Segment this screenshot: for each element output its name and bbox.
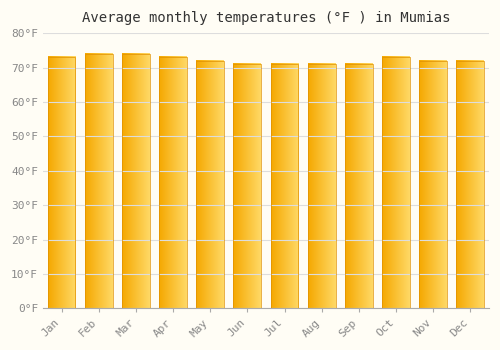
Bar [48,57,76,308]
Bar [85,54,112,308]
Bar [382,57,410,308]
Bar [196,61,224,308]
Bar [234,64,262,308]
Bar [159,57,187,308]
Bar [122,54,150,308]
Bar [308,64,336,308]
Title: Average monthly temperatures (°F ) in Mumias: Average monthly temperatures (°F ) in Mu… [82,11,450,25]
Bar [270,64,298,308]
Bar [419,61,447,308]
Bar [345,64,373,308]
Bar [456,61,484,308]
